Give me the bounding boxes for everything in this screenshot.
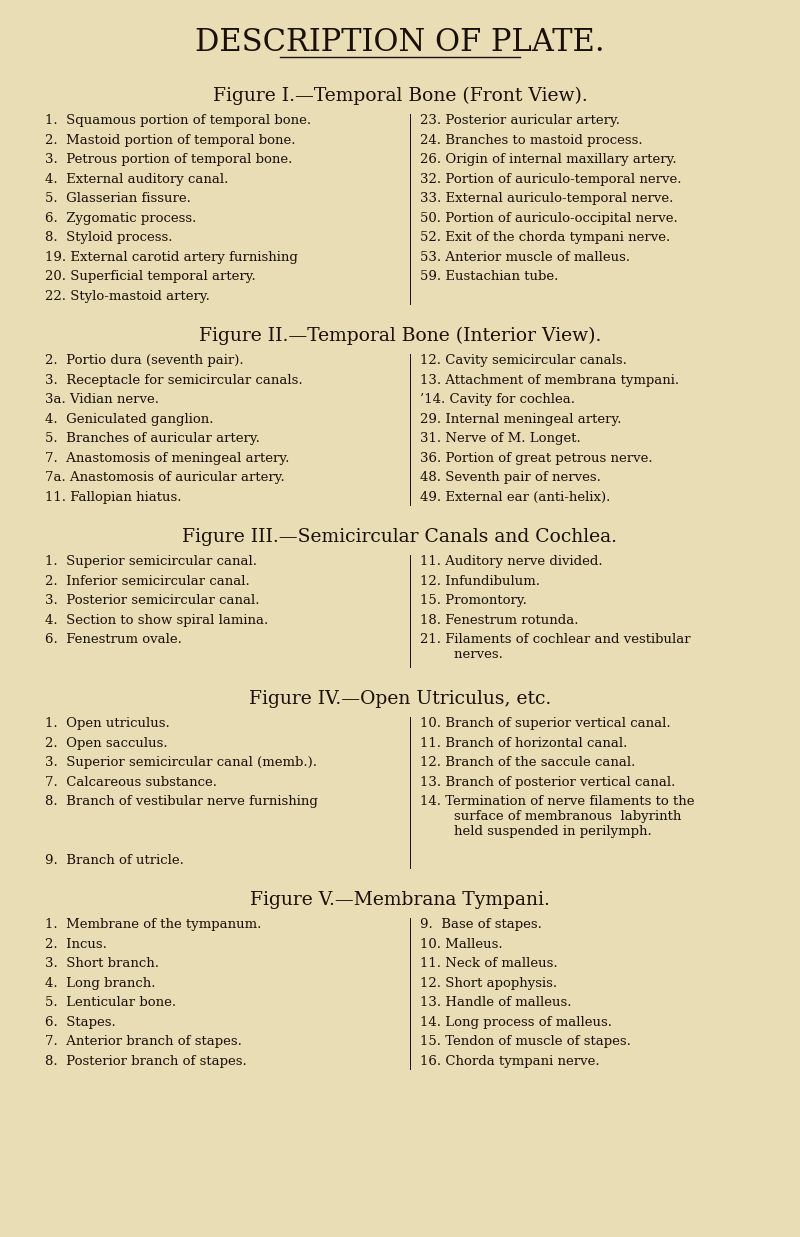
Text: 7a. Anastomosis of auricular artery.: 7a. Anastomosis of auricular artery. bbox=[45, 471, 285, 484]
Text: Figure V.—Membrana Tympani.: Figure V.—Membrana Tympani. bbox=[250, 891, 550, 909]
Text: 12. Cavity semicircular canals.: 12. Cavity semicircular canals. bbox=[420, 354, 627, 367]
Text: DESCRIPTION OF PLATE.: DESCRIPTION OF PLATE. bbox=[195, 27, 605, 58]
Text: 21. Filaments of cochlear and vestibular
        nerves.: 21. Filaments of cochlear and vestibular… bbox=[420, 633, 690, 661]
Text: 6.  Zygomatic process.: 6. Zygomatic process. bbox=[45, 212, 196, 224]
Text: 11. Branch of horizontal canal.: 11. Branch of horizontal canal. bbox=[420, 736, 627, 750]
Text: 59. Eustachian tube.: 59. Eustachian tube. bbox=[420, 270, 558, 283]
Text: 26. Origin of internal maxillary artery.: 26. Origin of internal maxillary artery. bbox=[420, 153, 677, 166]
Text: 33. External auriculo-temporal nerve.: 33. External auriculo-temporal nerve. bbox=[420, 192, 674, 205]
Text: 15. Tendon of muscle of stapes.: 15. Tendon of muscle of stapes. bbox=[420, 1035, 631, 1048]
Text: 1.  Squamous portion of temporal bone.: 1. Squamous portion of temporal bone. bbox=[45, 114, 311, 127]
Text: 14. Termination of nerve filaments to the
        surface of membranous  labyrin: 14. Termination of nerve filaments to th… bbox=[420, 795, 694, 837]
Text: 12. Short apophysis.: 12. Short apophysis. bbox=[420, 976, 557, 990]
Text: 2.  Portio dura (seventh pair).: 2. Portio dura (seventh pair). bbox=[45, 354, 244, 367]
Text: 11. Neck of malleus.: 11. Neck of malleus. bbox=[420, 957, 558, 970]
Text: 10. Malleus.: 10. Malleus. bbox=[420, 938, 502, 950]
Text: 11. Auditory nerve divided.: 11. Auditory nerve divided. bbox=[420, 555, 602, 568]
Text: 12. Infundibulum.: 12. Infundibulum. bbox=[420, 574, 540, 588]
Text: 9.  Base of stapes.: 9. Base of stapes. bbox=[420, 918, 542, 931]
Text: 24. Branches to mastoid process.: 24. Branches to mastoid process. bbox=[420, 134, 642, 146]
Text: 52. Exit of the chorda tympani nerve.: 52. Exit of the chorda tympani nerve. bbox=[420, 231, 670, 244]
Text: 11. Fallopian hiatus.: 11. Fallopian hiatus. bbox=[45, 491, 182, 503]
Text: 49. External ear (anti-helix).: 49. External ear (anti-helix). bbox=[420, 491, 610, 503]
Text: 2.  Inferior semicircular canal.: 2. Inferior semicircular canal. bbox=[45, 574, 250, 588]
Text: 7.  Calcareous substance.: 7. Calcareous substance. bbox=[45, 776, 217, 788]
Text: 3.  Short branch.: 3. Short branch. bbox=[45, 957, 159, 970]
Text: 1.  Open utriculus.: 1. Open utriculus. bbox=[45, 717, 170, 730]
Text: 2.  Open sacculus.: 2. Open sacculus. bbox=[45, 736, 168, 750]
Text: 8.  Posterior branch of stapes.: 8. Posterior branch of stapes. bbox=[45, 1054, 246, 1068]
Text: Figure II.—Temporal Bone (Interior View).: Figure II.—Temporal Bone (Interior View)… bbox=[199, 327, 601, 345]
Text: 31. Nerve of M. Longet.: 31. Nerve of M. Longet. bbox=[420, 432, 581, 445]
Text: 4.  Geniculated ganglion.: 4. Geniculated ganglion. bbox=[45, 412, 214, 426]
Text: 9.  Branch of utricle.: 9. Branch of utricle. bbox=[45, 854, 184, 866]
Text: 14. Long process of malleus.: 14. Long process of malleus. bbox=[420, 1016, 612, 1028]
Text: 5.  Glasserian fissure.: 5. Glasserian fissure. bbox=[45, 192, 191, 205]
Text: 19. External carotid artery furnishing: 19. External carotid artery furnishing bbox=[45, 251, 298, 263]
Text: 6.  Stapes.: 6. Stapes. bbox=[45, 1016, 116, 1028]
Text: 6.  Fenestrum ovale.: 6. Fenestrum ovale. bbox=[45, 633, 182, 646]
Text: Figure I.—Temporal Bone (Front View).: Figure I.—Temporal Bone (Front View). bbox=[213, 87, 587, 105]
Text: 3.  Posterior semicircular canal.: 3. Posterior semicircular canal. bbox=[45, 594, 259, 607]
Text: 3.  Petrous portion of temporal bone.: 3. Petrous portion of temporal bone. bbox=[45, 153, 292, 166]
Text: 32. Portion of auriculo-temporal nerve.: 32. Portion of auriculo-temporal nerve. bbox=[420, 172, 682, 186]
Text: Figure IV.—Open Utriculus, etc.: Figure IV.—Open Utriculus, etc. bbox=[249, 690, 551, 708]
Text: 22. Stylo-mastoid artery.: 22. Stylo-mastoid artery. bbox=[45, 289, 210, 303]
Text: 10. Branch of superior vertical canal.: 10. Branch of superior vertical canal. bbox=[420, 717, 670, 730]
Text: ’14. Cavity for cochlea.: ’14. Cavity for cochlea. bbox=[420, 393, 575, 406]
Text: 7.  Anastomosis of meningeal artery.: 7. Anastomosis of meningeal artery. bbox=[45, 452, 290, 465]
Text: 2.  Mastoid portion of temporal bone.: 2. Mastoid portion of temporal bone. bbox=[45, 134, 295, 146]
Text: 29. Internal meningeal artery.: 29. Internal meningeal artery. bbox=[420, 412, 622, 426]
Text: 18. Fenestrum rotunda.: 18. Fenestrum rotunda. bbox=[420, 614, 578, 626]
Text: 12. Branch of the saccule canal.: 12. Branch of the saccule canal. bbox=[420, 756, 635, 769]
Text: 5.  Branches of auricular artery.: 5. Branches of auricular artery. bbox=[45, 432, 260, 445]
Text: 36. Portion of great petrous nerve.: 36. Portion of great petrous nerve. bbox=[420, 452, 653, 465]
Text: 23. Posterior auricular artery.: 23. Posterior auricular artery. bbox=[420, 114, 620, 127]
Text: 53. Anterior muscle of malleus.: 53. Anterior muscle of malleus. bbox=[420, 251, 630, 263]
Text: 3.  Superior semicircular canal (memb.).: 3. Superior semicircular canal (memb.). bbox=[45, 756, 317, 769]
Text: 15. Promontory.: 15. Promontory. bbox=[420, 594, 527, 607]
Text: 5.  Lenticular bone.: 5. Lenticular bone. bbox=[45, 996, 176, 1009]
Text: 7.  Anterior branch of stapes.: 7. Anterior branch of stapes. bbox=[45, 1035, 242, 1048]
Text: 4.  Section to show spiral lamina.: 4. Section to show spiral lamina. bbox=[45, 614, 268, 626]
Text: 1.  Membrane of the tympanum.: 1. Membrane of the tympanum. bbox=[45, 918, 262, 931]
Text: Figure III.—Semicircular Canals and Cochlea.: Figure III.—Semicircular Canals and Coch… bbox=[182, 528, 618, 546]
Text: 16. Chorda tympani nerve.: 16. Chorda tympani nerve. bbox=[420, 1054, 600, 1068]
Text: 13. Attachment of membrana tympani.: 13. Attachment of membrana tympani. bbox=[420, 374, 679, 386]
Text: 20. Superficial temporal artery.: 20. Superficial temporal artery. bbox=[45, 270, 256, 283]
Text: 4.  Long branch.: 4. Long branch. bbox=[45, 976, 155, 990]
Text: 1.  Superior semicircular canal.: 1. Superior semicircular canal. bbox=[45, 555, 257, 568]
Text: 2.  Incus.: 2. Incus. bbox=[45, 938, 107, 950]
Text: 8.  Styloid process.: 8. Styloid process. bbox=[45, 231, 173, 244]
Text: 4.  External auditory canal.: 4. External auditory canal. bbox=[45, 172, 228, 186]
Text: 50. Portion of auriculo-occipital nerve.: 50. Portion of auriculo-occipital nerve. bbox=[420, 212, 678, 224]
Text: 13. Handle of malleus.: 13. Handle of malleus. bbox=[420, 996, 571, 1009]
Text: 13. Branch of posterior vertical canal.: 13. Branch of posterior vertical canal. bbox=[420, 776, 675, 788]
Text: 48. Seventh pair of nerves.: 48. Seventh pair of nerves. bbox=[420, 471, 601, 484]
Text: 3.  Receptacle for semicircular canals.: 3. Receptacle for semicircular canals. bbox=[45, 374, 302, 386]
Text: 8.  Branch of vestibular nerve furnishing: 8. Branch of vestibular nerve furnishing bbox=[45, 795, 318, 808]
Text: 3a. Vidian nerve.: 3a. Vidian nerve. bbox=[45, 393, 159, 406]
